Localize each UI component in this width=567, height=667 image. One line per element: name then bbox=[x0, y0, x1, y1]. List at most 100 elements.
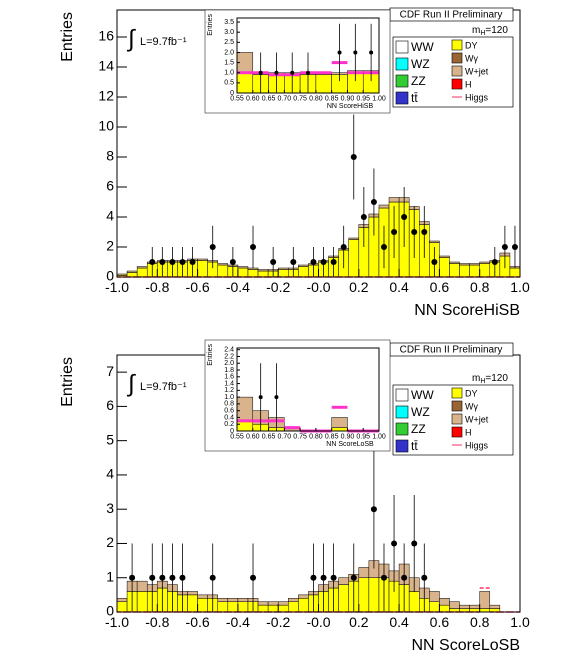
x-tick-label: -0.4 bbox=[226, 279, 250, 295]
data-point bbox=[149, 259, 156, 265]
x-tick-label: -0.2 bbox=[266, 614, 290, 630]
data-point bbox=[511, 244, 518, 250]
legend-swatch bbox=[395, 40, 409, 54]
y-tick-label: 2.2 bbox=[224, 353, 234, 360]
histogram-bar bbox=[469, 604, 480, 609]
inset-y-title: Entries bbox=[207, 344, 214, 366]
x-tick-label: 0.65 bbox=[262, 95, 276, 102]
data-point bbox=[169, 574, 176, 581]
histogram-bar bbox=[348, 237, 360, 240]
legend-label: WZ bbox=[411, 405, 430, 419]
y-tick-label: 2.0 bbox=[224, 360, 234, 367]
data-point bbox=[391, 540, 398, 547]
histogram-bar bbox=[469, 263, 480, 266]
legend-swatch bbox=[395, 405, 409, 419]
histogram-bar bbox=[439, 604, 450, 613]
data-point bbox=[290, 70, 295, 75]
y-tick-label: 0 bbox=[106, 603, 114, 619]
x-tick-label: -0.0 bbox=[306, 614, 330, 630]
y-tick-label: 2 bbox=[106, 238, 114, 254]
histogram-bar bbox=[197, 598, 208, 613]
data-point bbox=[274, 70, 279, 75]
x-tick-label: 0.8 bbox=[470, 279, 490, 295]
legend-label: ZZ bbox=[411, 422, 426, 436]
x-tick-label: 0.55 bbox=[230, 95, 244, 102]
histogram-bar bbox=[479, 608, 491, 613]
histogram-bar bbox=[288, 598, 299, 602]
data-point bbox=[250, 244, 257, 250]
x-tick-label: 0.90 bbox=[341, 433, 355, 440]
data-point bbox=[411, 229, 418, 235]
y-tick-label: 1.5 bbox=[224, 59, 234, 66]
mass-label-sub: H bbox=[480, 378, 485, 385]
x-tick-label: 0.85 bbox=[325, 95, 339, 102]
y-tick-label: 7 bbox=[106, 363, 114, 379]
data-point bbox=[491, 259, 498, 265]
data-point bbox=[360, 214, 367, 220]
data-point bbox=[169, 259, 176, 265]
y-tick-label: 3.0 bbox=[224, 29, 234, 36]
y-tick-label: 0.2 bbox=[224, 421, 234, 428]
y-tick-label: 6 bbox=[106, 397, 114, 413]
y-tick-label: 6 bbox=[106, 178, 114, 194]
y-tick-label: 1.0 bbox=[224, 394, 234, 401]
mass-label: mH=120 bbox=[472, 25, 508, 37]
x-tick-label: 0.2 bbox=[349, 279, 369, 295]
mass-label-part: m bbox=[472, 25, 480, 36]
histogram-bar bbox=[509, 267, 521, 278]
x-tick-label: 0.4 bbox=[389, 614, 409, 630]
histogram-bar bbox=[439, 257, 450, 278]
data-point bbox=[350, 154, 357, 160]
histogram-bar bbox=[257, 270, 269, 278]
y-axis-title: Entries bbox=[59, 12, 76, 62]
histogram-bar bbox=[247, 267, 259, 270]
histogram-bar bbox=[338, 577, 349, 585]
x-tick-label: -0.6 bbox=[186, 614, 210, 630]
x-tick-label: -0.4 bbox=[226, 614, 250, 630]
data-point bbox=[353, 50, 358, 55]
histogram-bar bbox=[217, 601, 229, 613]
histogram-bar bbox=[257, 604, 269, 613]
legend-swatch bbox=[395, 422, 409, 436]
x-tick-label: 0.70 bbox=[278, 433, 292, 440]
legend-swatch bbox=[395, 74, 409, 88]
y-tick-label: 0 bbox=[106, 268, 114, 284]
legend-label: H bbox=[465, 427, 472, 437]
x-tick-label: 0.80 bbox=[309, 433, 323, 440]
data-point bbox=[330, 574, 337, 581]
histogram-bar bbox=[126, 270, 138, 273]
legend-swatch bbox=[451, 426, 463, 438]
data-point bbox=[330, 259, 337, 265]
x-tick-label: 0.6 bbox=[430, 279, 450, 295]
data-point bbox=[401, 574, 408, 581]
x-tick-label: 0.65 bbox=[262, 433, 276, 440]
y-tick-label: 2.4 bbox=[224, 347, 234, 354]
histogram-bar bbox=[331, 417, 348, 428]
histogram-bar bbox=[227, 601, 239, 613]
data-point bbox=[250, 574, 257, 581]
x-axis-title: NN ScoreHiSB bbox=[414, 302, 520, 319]
data-point bbox=[209, 574, 216, 581]
data-point bbox=[501, 244, 508, 250]
x-tick-label: 0.55 bbox=[230, 433, 244, 440]
x-tick-label: 0.4 bbox=[389, 279, 409, 295]
histogram-bar bbox=[217, 264, 229, 278]
histogram-bar bbox=[197, 258, 208, 261]
histogram-bar bbox=[247, 269, 259, 278]
header: CDF Run II Preliminary bbox=[400, 345, 503, 356]
histogram-bar bbox=[116, 601, 128, 613]
x-tick-label: 0.80 bbox=[309, 95, 323, 102]
histogram-bar bbox=[388, 197, 400, 203]
histogram-bar bbox=[358, 567, 370, 578]
data-point bbox=[350, 574, 357, 581]
histogram-bar bbox=[257, 601, 269, 606]
x-tick-label: -1.0 bbox=[105, 614, 129, 630]
y-axis-title: Entries bbox=[59, 357, 76, 407]
y-tick-label: 2 bbox=[106, 534, 114, 550]
data-point bbox=[340, 244, 347, 250]
y-tick-label: 1.2 bbox=[224, 387, 234, 394]
histogram-bar bbox=[136, 591, 148, 613]
y-tick-label: 3 bbox=[106, 500, 114, 516]
y-tick-label: 1 bbox=[106, 568, 114, 584]
legend-swatch bbox=[395, 57, 409, 71]
